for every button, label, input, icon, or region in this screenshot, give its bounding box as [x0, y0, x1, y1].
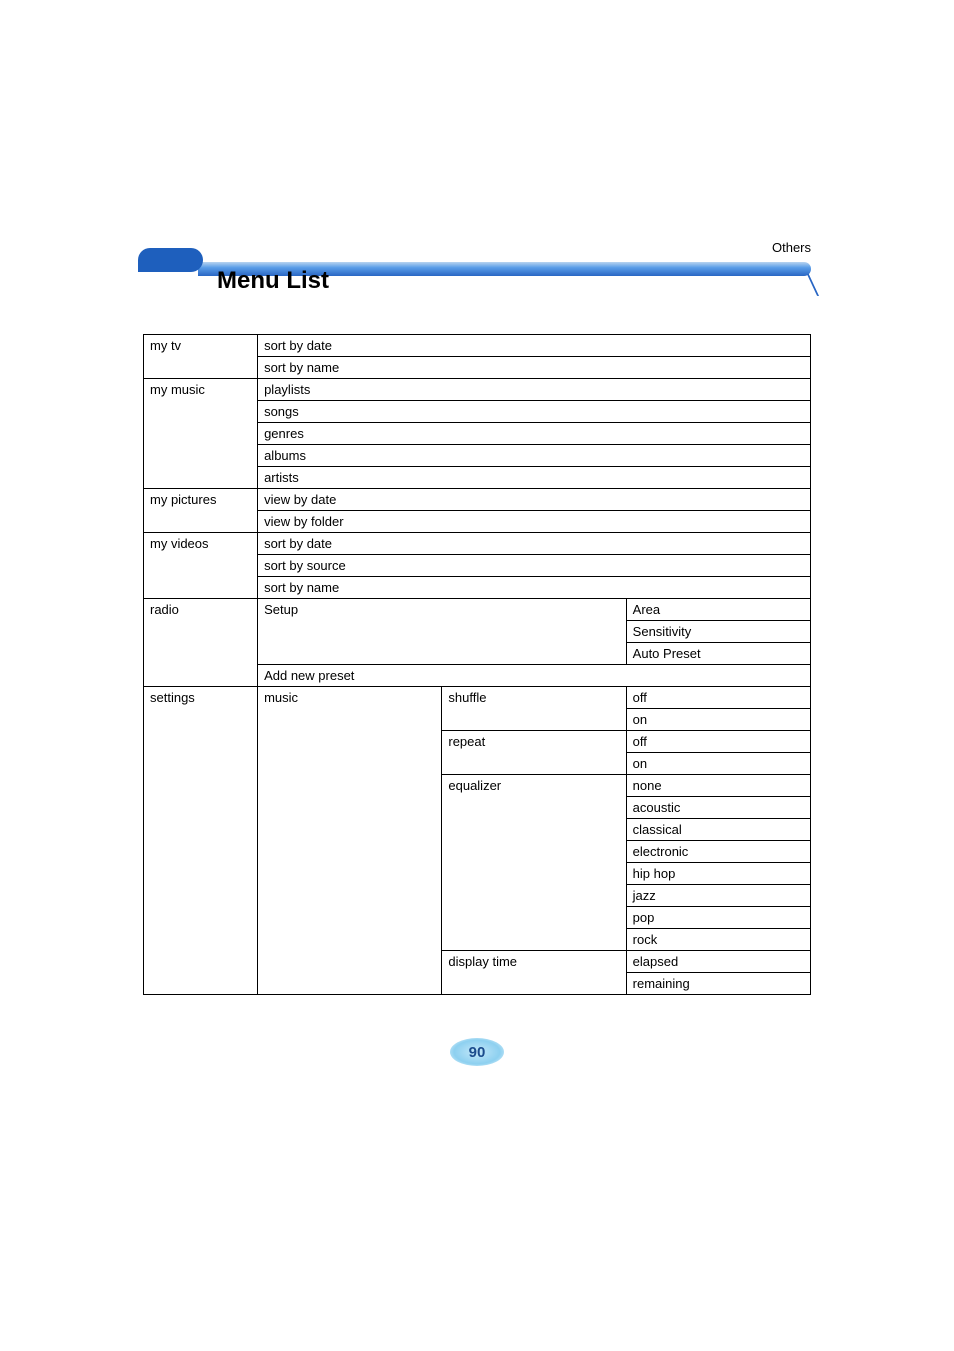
table-cell: classical — [626, 819, 810, 841]
table-cell: hip hop — [626, 863, 810, 885]
table-cell: equalizer — [442, 775, 626, 951]
table-cell: radio — [144, 599, 258, 687]
table-cell: repeat — [442, 731, 626, 775]
table-cell: Area — [626, 599, 810, 621]
table-cell: pop — [626, 907, 810, 929]
table-cell: music — [258, 687, 442, 995]
table-body: my tvsort by datesort by namemy musicpla… — [144, 335, 811, 995]
table-row: settingsmusicshuffleoff — [144, 687, 811, 709]
table-cell: genres — [258, 423, 811, 445]
table-row: my tvsort by date — [144, 335, 811, 357]
table-cell: settings — [144, 687, 258, 995]
table-cell: electronic — [626, 841, 810, 863]
table-cell: sort by date — [258, 335, 811, 357]
header-section: Others Menu List — [143, 260, 811, 296]
table-cell: acoustic — [626, 797, 810, 819]
title-banner: Menu List — [143, 260, 811, 296]
table-cell: jazz — [626, 885, 810, 907]
table-cell: none — [626, 775, 810, 797]
table-cell: off — [626, 731, 810, 753]
table-cell: artists — [258, 467, 811, 489]
table-row: radioSetupArea — [144, 599, 811, 621]
banner-curve-icon — [799, 274, 819, 296]
table-cell: sort by source — [258, 555, 811, 577]
table-cell: my tv — [144, 335, 258, 379]
page-number-bubble-icon: 90 — [450, 1038, 504, 1066]
table-cell: my music — [144, 379, 258, 489]
table-cell: sort by name — [258, 577, 811, 599]
table-cell: my pictures — [144, 489, 258, 533]
table-cell: sort by date — [258, 533, 811, 555]
section-label: Others — [772, 240, 811, 255]
page-number: 90 — [469, 1044, 486, 1061]
table-cell: elapsed — [626, 951, 810, 973]
table-cell: Sensitivity — [626, 621, 810, 643]
page-title: Menu List — [143, 261, 329, 295]
table-cell: remaining — [626, 973, 810, 995]
table-cell: songs — [258, 401, 811, 423]
table-cell: display time — [442, 951, 626, 995]
table-cell: Add new preset — [258, 665, 811, 687]
page-content: Others Menu List my tvsort by datesort b… — [0, 0, 954, 995]
table-row: my musicplaylists — [144, 379, 811, 401]
page-number-container: 90 — [0, 1038, 954, 1066]
table-row: my picturesview by date — [144, 489, 811, 511]
table-cell: Auto Preset — [626, 643, 810, 665]
table-cell: view by date — [258, 489, 811, 511]
table-cell: view by folder — [258, 511, 811, 533]
table-cell: rock — [626, 929, 810, 951]
table-cell: playlists — [258, 379, 811, 401]
table-cell: shuffle — [442, 687, 626, 731]
table-cell: sort by name — [258, 357, 811, 379]
table-cell: on — [626, 709, 810, 731]
table-cell: albums — [258, 445, 811, 467]
menu-list-table: my tvsort by datesort by namemy musicpla… — [143, 334, 811, 995]
table-cell: my videos — [144, 533, 258, 599]
table-cell: on — [626, 753, 810, 775]
table-cell: off — [626, 687, 810, 709]
table-row: my videossort by date — [144, 533, 811, 555]
table-cell: Setup — [258, 599, 627, 665]
